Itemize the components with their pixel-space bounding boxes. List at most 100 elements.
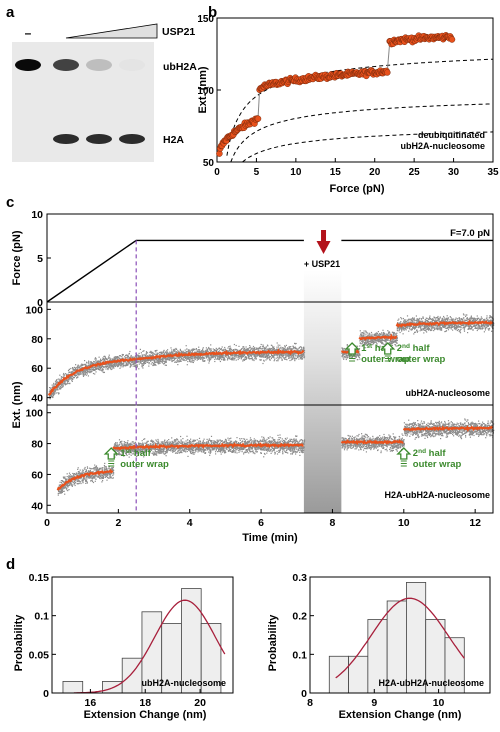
raw-point xyxy=(421,329,423,331)
raw-point xyxy=(84,360,86,362)
raw-point xyxy=(140,361,142,363)
raw-point xyxy=(393,335,395,337)
raw-point xyxy=(117,362,119,364)
raw-point xyxy=(131,363,134,365)
raw-point xyxy=(285,344,287,346)
raw-point xyxy=(207,355,209,357)
raw-point xyxy=(268,357,270,359)
raw-point xyxy=(119,364,121,366)
raw-point xyxy=(264,353,266,355)
raw-point xyxy=(473,320,475,322)
raw-point xyxy=(431,321,433,324)
raw-point xyxy=(249,353,251,355)
raw-point xyxy=(443,317,445,319)
raw-point xyxy=(109,358,111,360)
raw-point xyxy=(102,369,104,371)
raw-point xyxy=(441,329,443,331)
raw-point xyxy=(385,339,387,341)
raw-point xyxy=(223,359,225,361)
raw-point xyxy=(164,354,166,356)
raw-point xyxy=(141,360,143,362)
raw-point xyxy=(130,354,132,357)
raw-point xyxy=(481,324,483,326)
raw-point xyxy=(103,355,105,358)
raw-point xyxy=(429,317,431,320)
raw-point xyxy=(125,365,127,367)
raw-point xyxy=(268,347,270,349)
raw-point xyxy=(424,320,426,322)
raw-point xyxy=(359,345,361,347)
raw-point xyxy=(460,326,462,328)
raw-point xyxy=(288,348,290,350)
raw-point xyxy=(102,371,104,373)
raw-point xyxy=(206,357,208,359)
raw-point xyxy=(280,346,282,348)
raw-point xyxy=(167,349,169,351)
raw-point xyxy=(114,363,116,365)
raw-point xyxy=(367,335,369,337)
raw-point xyxy=(192,349,194,351)
raw-point xyxy=(457,319,459,322)
raw-point xyxy=(416,319,418,321)
raw-point xyxy=(141,354,143,356)
raw-point xyxy=(347,357,349,359)
raw-point xyxy=(179,358,181,360)
raw-point xyxy=(283,357,285,359)
raw-point xyxy=(247,349,249,351)
raw-point xyxy=(227,357,230,359)
raw-point xyxy=(381,342,384,344)
raw-point xyxy=(480,320,482,322)
raw-point xyxy=(281,348,283,350)
raw-point xyxy=(158,363,160,365)
raw-point xyxy=(97,365,99,367)
raw-point xyxy=(259,359,261,361)
raw-point xyxy=(109,368,112,370)
raw-point xyxy=(266,358,268,360)
raw-point xyxy=(429,324,431,326)
raw-point xyxy=(67,380,69,382)
raw-point xyxy=(254,356,256,358)
raw-point xyxy=(187,357,189,359)
raw-point xyxy=(180,358,182,360)
raw-point xyxy=(479,328,481,330)
raw-point xyxy=(267,352,269,354)
raw-point xyxy=(83,372,85,374)
raw-point xyxy=(248,357,250,359)
raw-point xyxy=(354,356,356,358)
raw-point xyxy=(298,346,300,349)
raw-point xyxy=(411,318,413,320)
raw-point xyxy=(425,330,427,332)
raw-point xyxy=(202,359,204,361)
raw-point xyxy=(433,325,435,327)
raw-point xyxy=(398,329,400,331)
raw-point xyxy=(378,341,380,343)
raw-point xyxy=(355,354,357,356)
raw-point xyxy=(114,358,116,360)
raw-point xyxy=(222,355,224,357)
raw-point xyxy=(259,347,261,349)
raw-point xyxy=(93,368,95,371)
raw-point xyxy=(474,327,477,329)
raw-point xyxy=(136,364,138,366)
raw-point xyxy=(149,359,151,361)
raw-point xyxy=(424,326,426,328)
raw-point xyxy=(407,322,410,324)
raw-point xyxy=(294,349,296,351)
blot-band xyxy=(86,134,112,144)
raw-point xyxy=(233,350,235,352)
raw-point xyxy=(128,352,130,355)
raw-point xyxy=(343,356,346,358)
raw-point xyxy=(218,350,220,353)
raw-point xyxy=(358,349,360,351)
raw-point xyxy=(263,354,266,356)
raw-point xyxy=(108,366,110,368)
raw-point xyxy=(429,325,431,328)
raw-point xyxy=(273,348,275,350)
raw-point xyxy=(142,356,144,358)
raw-point xyxy=(372,340,374,342)
raw-point xyxy=(295,353,297,355)
raw-point xyxy=(446,317,448,319)
raw-point xyxy=(258,348,260,350)
raw-point xyxy=(124,361,126,363)
raw-point xyxy=(473,318,476,320)
